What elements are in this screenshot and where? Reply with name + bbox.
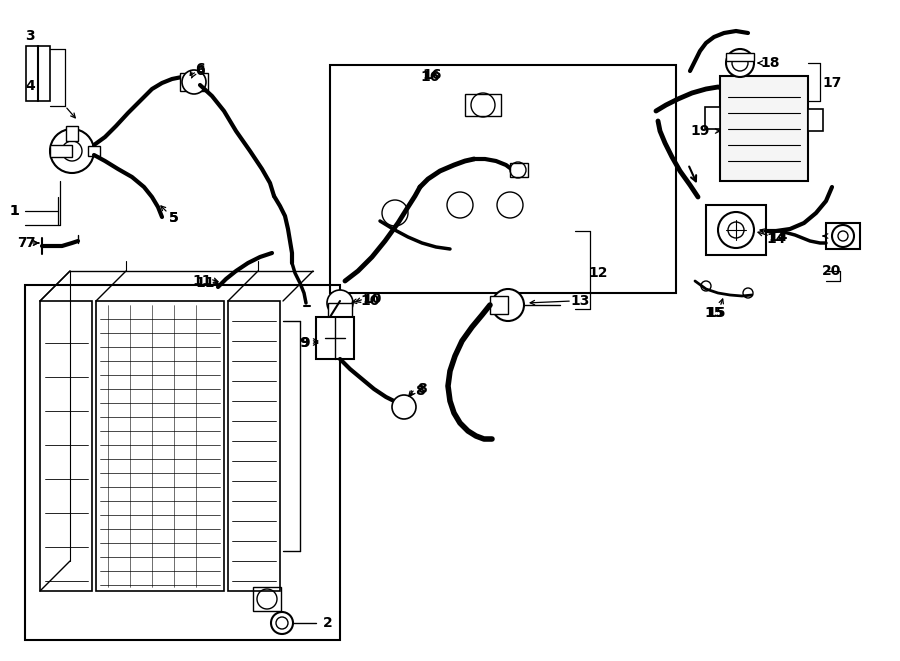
Text: 19: 19: [690, 124, 710, 138]
Text: 1: 1: [9, 204, 19, 218]
Text: 10: 10: [360, 294, 380, 308]
Bar: [465, 94, 501, 116]
Text: 15: 15: [704, 306, 724, 320]
Text: 9: 9: [299, 336, 309, 350]
Bar: [253, 587, 281, 611]
Text: 13: 13: [571, 294, 590, 308]
Text: 6: 6: [195, 62, 205, 76]
Bar: [706, 205, 766, 255]
Text: 18: 18: [760, 56, 779, 70]
Bar: [228, 301, 280, 591]
Text: 2: 2: [323, 616, 333, 630]
Circle shape: [50, 129, 94, 173]
Text: 9: 9: [301, 336, 310, 350]
Text: 8: 8: [417, 382, 427, 396]
Text: 14: 14: [769, 230, 788, 244]
Bar: [328, 303, 352, 317]
Text: 11: 11: [195, 276, 215, 290]
Text: 17: 17: [823, 76, 842, 90]
Bar: [66, 126, 78, 141]
Circle shape: [271, 612, 293, 634]
Circle shape: [718, 212, 754, 248]
Text: 4: 4: [25, 79, 35, 93]
Text: 11: 11: [193, 274, 212, 288]
Text: 14: 14: [766, 232, 786, 246]
Text: 7: 7: [25, 236, 35, 250]
Circle shape: [327, 290, 353, 316]
Bar: [490, 296, 508, 314]
Bar: [808, 109, 823, 131]
Bar: [330, 65, 676, 293]
Bar: [720, 76, 808, 181]
Bar: [50, 145, 72, 157]
Text: 5: 5: [169, 211, 179, 225]
Text: 8: 8: [415, 384, 425, 398]
Bar: [316, 317, 354, 359]
Text: 6: 6: [195, 64, 205, 78]
Text: 16: 16: [422, 68, 442, 82]
Bar: [96, 301, 224, 591]
Text: 3: 3: [25, 29, 35, 43]
Text: 1: 1: [9, 204, 19, 218]
Bar: [180, 73, 208, 91]
Bar: [826, 223, 860, 249]
Text: 5: 5: [169, 211, 179, 225]
Bar: [726, 53, 754, 61]
Text: 15: 15: [706, 306, 725, 320]
Circle shape: [726, 49, 754, 77]
Bar: [40, 301, 92, 591]
Text: 20: 20: [823, 264, 842, 278]
Text: 10: 10: [363, 292, 382, 306]
Text: 7: 7: [17, 236, 27, 250]
Circle shape: [182, 70, 206, 94]
Bar: [705, 107, 720, 129]
Text: 16: 16: [420, 70, 440, 84]
Bar: [25, 285, 340, 640]
Text: 12: 12: [589, 266, 608, 280]
Circle shape: [492, 289, 524, 321]
Bar: [510, 163, 528, 177]
Circle shape: [392, 395, 416, 419]
Bar: [88, 146, 100, 156]
Circle shape: [832, 225, 854, 247]
Bar: [26, 46, 50, 101]
